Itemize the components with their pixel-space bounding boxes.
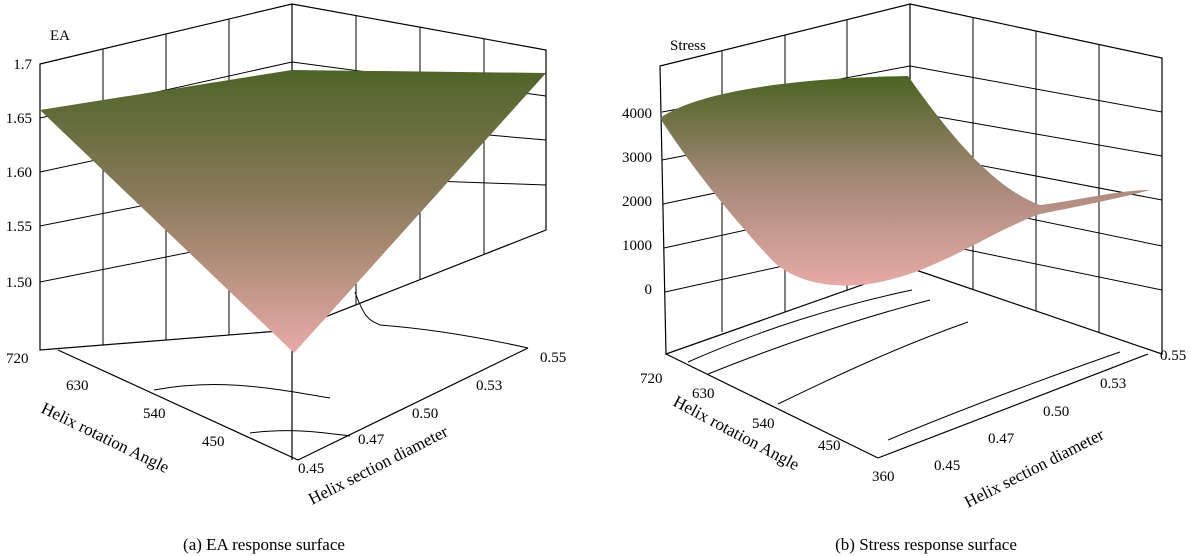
ea-z-tick-4: 1.50 [6,275,32,291]
ea-z-tick-3: 1.55 [6,219,32,235]
ea-floor-edges [57,347,529,461]
stress-y-tick-2: 0.50 [1043,404,1069,420]
stress-x-tick-1: 630 [692,386,715,402]
ea-caption: (a) EA response surface [183,535,345,554]
stress-z-tick-4: 0 [645,282,653,298]
ea-z-tick-0: 1.7 [13,57,32,73]
stress-x-label: Helix rotation Angle [670,392,802,474]
ea-z-ticks: 1.7 1.65 1.60 1.55 1.50 [6,57,33,291]
stress-surface [660,76,1150,286]
stress-y-tick-1: 0.47 [988,431,1015,447]
stress-y-tick-4: 0.55 [1160,348,1186,364]
ea-contour-3 [354,291,529,349]
stress-z-tick-3: 1000 [622,238,652,254]
stress-y-ticks: 0.45 0.47 0.50 0.53 0.55 [934,348,1186,474]
ea-contour-2 [249,430,351,437]
ea-contour-1 [153,384,331,399]
ea-z-tick-1: 1.65 [6,111,32,127]
ea-x-tick-0: 720 [6,351,29,367]
ea-y-tick-0: 0.45 [298,461,324,477]
stress-y-label: Helix section diameter [961,425,1107,512]
stress-z-tick-1: 3000 [622,150,652,166]
stress-floor-right-edge [877,353,1149,459]
ea-y-tick-1: 0.47 [358,432,385,448]
stress-x-tick-3: 450 [818,438,841,454]
stress-contour-3 [777,321,969,405]
stress-z-label: Stress [670,38,706,54]
stress-x-tick-2: 540 [752,416,775,432]
stress-z-ticks: 4000 3000 2000 1000 0 [622,106,652,298]
ea-x-tick-3: 450 [202,434,225,450]
stress-z-tick-0: 4000 [622,106,652,122]
ea-x-ticks: 720 630 540 450 [6,351,225,450]
ea-y-tick-4: 0.55 [540,350,566,366]
ea-floor-contours [153,291,529,437]
stress-chart: 4000 3000 2000 1000 0 Stress 720 630 540… [622,3,1186,554]
stress-x-ticks: 720 630 540 450 360 [640,371,895,485]
stress-z-tick-2: 2000 [622,194,652,210]
ea-x-tick-1: 630 [66,378,89,394]
ea-x-tick-2: 540 [143,406,166,422]
stress-contour-2 [707,299,931,375]
stress-x-tick-4: 360 [872,469,895,485]
stress-contour-1 [687,289,913,363]
ea-surface [40,70,546,353]
stress-caption: (b) Stress response surface [835,535,1017,554]
stress-y-tick-0: 0.45 [934,458,960,474]
ea-z-label: EA [50,28,70,44]
stress-x-tick-0: 720 [640,371,663,387]
stress-floor-left-edge [665,353,879,459]
ea-z-tick-2: 1.60 [6,165,32,181]
stress-y-tick-3: 0.53 [1100,376,1126,392]
ea-y-ticks: 0.45 0.47 0.50 0.53 0.55 [298,350,566,477]
ea-y-tick-2: 0.50 [412,406,438,422]
ea-chart: 1.7 1.65 1.60 1.55 1.50 EA 720 630 540 4… [6,3,566,554]
ea-y-tick-3: 0.53 [476,378,502,394]
stress-floor-contours [687,289,1121,441]
stress-right-wall-vgrid [972,18,1100,332]
stress-contour-4 [887,351,1121,441]
